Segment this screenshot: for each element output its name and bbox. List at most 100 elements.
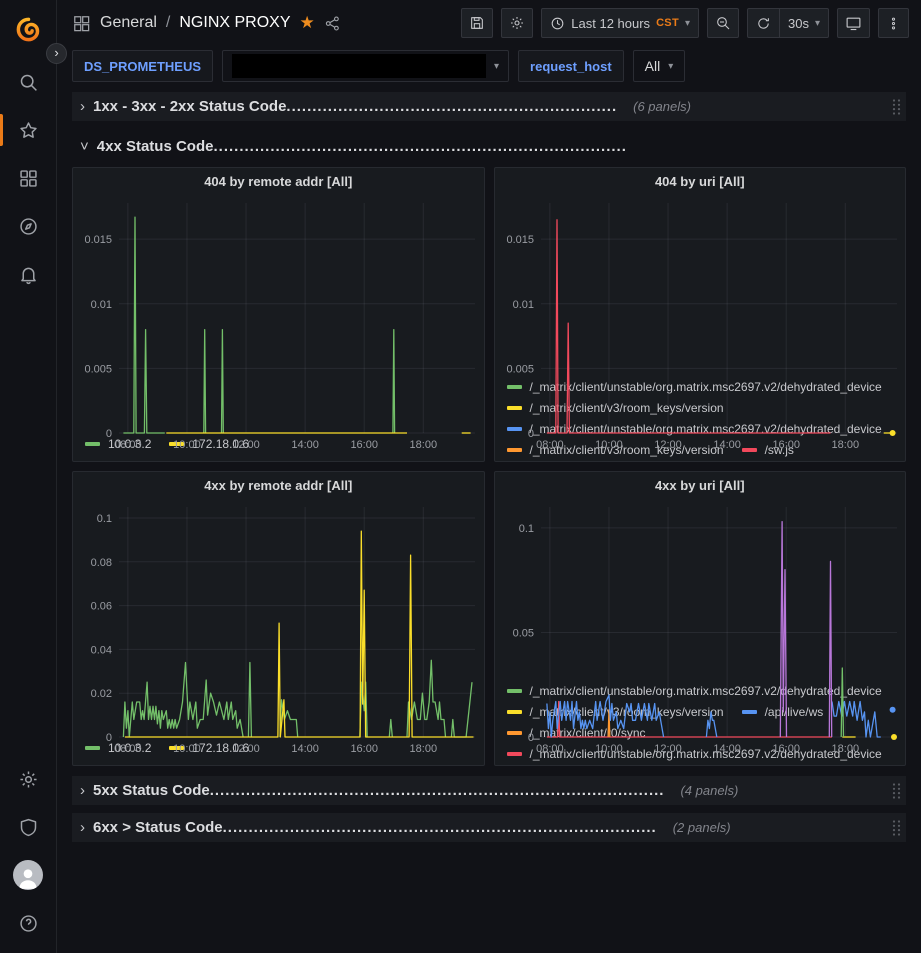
sidebar-item-search[interactable] (0, 58, 57, 106)
legend-swatch (506, 426, 522, 431)
sidebar-item-help[interactable] (0, 899, 57, 947)
sidebar-item-alerting[interactable] (0, 250, 57, 298)
refresh-button[interactable] (748, 9, 779, 37)
dashboard-content: › 1xx - 3xx - 2xx Status Code ..........… (58, 86, 921, 842)
row-4xx[interactable]: ˅ 4xx Status Code ......................… (72, 134, 906, 158)
svg-text:0.1: 0.1 (97, 513, 112, 525)
toolbar: Last 12 hours CST ▾ 30s ▾ (461, 8, 909, 38)
legend-item[interactable]: /sw.js (741, 443, 794, 457)
panel-4xx-by-uri: 4xx by uri [All] 08:00 10:00 12:00 14:00 16:… (493, 471, 906, 766)
variable-label-ds[interactable]: DS_PROMETHEUS (72, 50, 214, 82)
sidebar-item-explore[interactable] (0, 202, 57, 250)
breadcrumb-separator: / (165, 14, 171, 31)
legend-item[interactable]: /api/live/ws (741, 704, 824, 719)
legend-item[interactable]: /_matrix/client/unstable/org.matrix.msc2… (506, 684, 882, 698)
svg-text:0.005: 0.005 (506, 363, 534, 375)
gear-icon (19, 770, 37, 788)
svg-text:08:00: 08:00 (536, 439, 564, 451)
chart-plot[interactable]: 08:00 10:00 12:00 14:00 16:00 18:00 0 0.05 0.1 (495, 499, 906, 755)
svg-text:08:00: 08:00 (114, 439, 142, 451)
legend-swatch (85, 745, 100, 750)
save-icon (471, 17, 484, 29)
variable-select-ds[interactable]: ▾ (222, 50, 510, 82)
legend-item[interactable]: /_matrix/client/v3/room_keys/version (506, 443, 724, 457)
svg-text:0.08: 0.08 (91, 557, 112, 569)
refresh-interval-button[interactable]: 30s ▾ (779, 9, 828, 37)
time-range-button[interactable]: Last 12 hours CST ▾ (542, 9, 698, 37)
svg-text:12:00: 12:00 (654, 439, 682, 451)
sidebar-item-server-admin[interactable] (0, 803, 57, 851)
avatar (13, 860, 43, 890)
svg-text:0.02: 0.02 (91, 688, 112, 700)
kebab-menu-button[interactable] (878, 8, 909, 38)
svg-text:12:00: 12:00 (232, 743, 260, 755)
legend-row: /_matrix/client/unstable/org.matrix.msc2… (506, 376, 894, 397)
row-panel-count: (6 panels) (633, 99, 691, 114)
save-dashboard-button[interactable] (461, 8, 494, 38)
grafana-logo[interactable] (0, 0, 57, 58)
row-title-text: 4xx Status Code (96, 137, 214, 155)
tv-mode-button[interactable] (837, 8, 870, 38)
row-6xx[interactable]: › 6xx > Status Code ....................… (72, 813, 906, 842)
sidebar-expand-button[interactable]: › (46, 43, 67, 64)
sidebar-item-profile[interactable] (0, 851, 57, 899)
legend-swatch (506, 709, 522, 714)
legend-item[interactable]: 172.18.0.6 (169, 741, 249, 755)
sidebar-item-starred[interactable] (0, 106, 57, 154)
page-title[interactable]: NGINX PROXY (179, 14, 291, 31)
share-icon[interactable] (324, 15, 341, 32)
favorite-star-icon[interactable]: ★ (299, 13, 315, 32)
chart-plot[interactable]: 08:00 10:00 12:00 14:00 16:00 18:00 0 0.02 0.04 0… (73, 499, 484, 755)
refresh-interval-label: 30s (788, 15, 809, 31)
zoom-out-icon (717, 17, 730, 30)
legend-item[interactable]: 10.0.3.2 (85, 437, 151, 451)
variable-label-request-host[interactable]: request_host (518, 50, 624, 82)
panel-404-by-remote-addr: 404 by remote addr [All] 08:00 10:00 12:00… (72, 167, 485, 462)
svg-text:18:00: 18:00 (410, 743, 438, 755)
legend-item[interactable]: /_matrix/client/unstable/org.matrix.msc2… (506, 380, 882, 394)
legend-item[interactable]: /_matrix/client/v3/room_keys/version (506, 401, 724, 415)
row-title-dots: ........................................… (213, 137, 627, 155)
legend-swatch (741, 447, 757, 452)
legend-row: /_matrix/client/unstable/org.matrix.msc2… (506, 680, 894, 701)
breadcrumb-folder[interactable]: General (100, 14, 157, 31)
panel-grid-bottom: 4xx by remote addr [All] 08:00 10:00 12:00… (72, 471, 906, 766)
panel-title[interactable]: 404 by remote addr [All] (204, 174, 353, 189)
legend-label: 172.18.0.6 (192, 436, 250, 451)
row-panel-count: (4 panels) (680, 783, 739, 798)
drag-handle-icon[interactable] (892, 98, 901, 115)
panel-title[interactable]: 404 by uri [All] (654, 174, 745, 189)
svg-text:0.005: 0.005 (84, 363, 112, 375)
row-title: › 1xx - 3xx - 2xx Status Code ..........… (80, 98, 691, 115)
chart-svg: 08:00 10:00 12:00 14:00 16:00 18:00 0 0.005 0.01… (84, 203, 475, 451)
variable-select-request-host[interactable]: All ▾ (632, 50, 686, 82)
row-title-text: 6xx > Status Code (93, 819, 223, 836)
legend-item[interactable]: /_matrix/client/unstable/org.matrix.msc2… (506, 422, 882, 436)
legend-item[interactable]: 172.18.0.6 (169, 437, 249, 451)
row-1xx-3xx-2xx[interactable]: › 1xx - 3xx - 2xx Status Code ..........… (72, 92, 906, 121)
svg-text:14:00: 14:00 (713, 743, 741, 755)
row-title-dots: ........................................… (286, 98, 618, 115)
row-5xx[interactable]: › 5xx Status Code ......................… (72, 776, 906, 805)
panel-title[interactable]: 4xx by remote addr [All] (204, 478, 353, 493)
chart-plot[interactable]: 08:00 10:00 12:00 14:00 16:00 18:00 0 0.005 0.01… (73, 195, 484, 451)
svg-text:18:00: 18:00 (831, 743, 859, 755)
legend-swatch (506, 405, 522, 410)
drag-handle-icon[interactable] (892, 819, 901, 836)
legend-row: /_matrix/client/unstable/org.matrix.msc2… (506, 418, 894, 439)
compass-icon (19, 217, 37, 235)
legend-item[interactable]: 10.0.3.2 (85, 741, 151, 755)
legend-item[interactable]: /_matrix/client/unstable/org.matrix.msc2… (506, 747, 882, 761)
legend-row: /_matrix/client/v3/room_keys/version/sw.… (506, 439, 894, 460)
dashboard-topbar: General / NGINX PROXY ★ Last 12 hours CS… (58, 0, 921, 46)
sidebar-item-configuration[interactable] (0, 755, 57, 803)
chart-svg: 08:00 10:00 12:00 14:00 16:00 18:00 0 0.005 0.01… (506, 203, 897, 451)
chart-plot[interactable]: 08:00 10:00 12:00 14:00 16:00 18:00 0 0.005 0.01… (495, 195, 906, 451)
panel-title[interactable]: 4xx by uri [All] (654, 478, 745, 493)
zoom-out-time-button[interactable] (707, 8, 739, 38)
dashboard-settings-button[interactable] (501, 8, 534, 38)
svg-text:08:00: 08:00 (536, 743, 564, 755)
sidebar-item-dashboards[interactable] (0, 154, 57, 202)
drag-handle-icon[interactable] (892, 782, 901, 799)
legend-label: /api/live/ws (764, 704, 824, 719)
